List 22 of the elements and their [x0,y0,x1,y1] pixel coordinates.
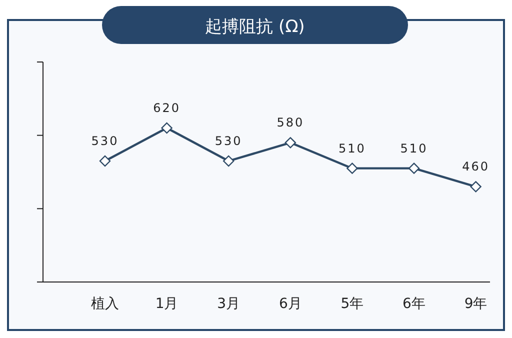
data-label: 510 [338,141,366,156]
data-label: 620 [153,101,181,115]
point [284,137,296,148]
point [346,162,358,174]
x-tick-label: 9年 [464,296,488,312]
x-tick-label: 6年 [402,296,426,312]
point [408,162,420,174]
title: 起搏阻抗 (Ω) [205,17,305,37]
point [223,155,234,167]
x-tick-label: 植入 [91,296,119,312]
data-label: 510 [400,141,428,156]
data-label: 530 [214,134,242,148]
point [99,155,111,167]
x-tick-label: 5年 [340,296,364,312]
x-tick-label: 1月 [155,296,178,312]
data-label: 460 [462,160,490,174]
x-tick-label: 3月 [217,296,240,312]
point [470,181,482,192]
data-label: 580 [276,116,304,130]
x-tick-label: 6月 [278,296,302,312]
point [161,122,172,134]
data-label: 530 [91,134,119,148]
